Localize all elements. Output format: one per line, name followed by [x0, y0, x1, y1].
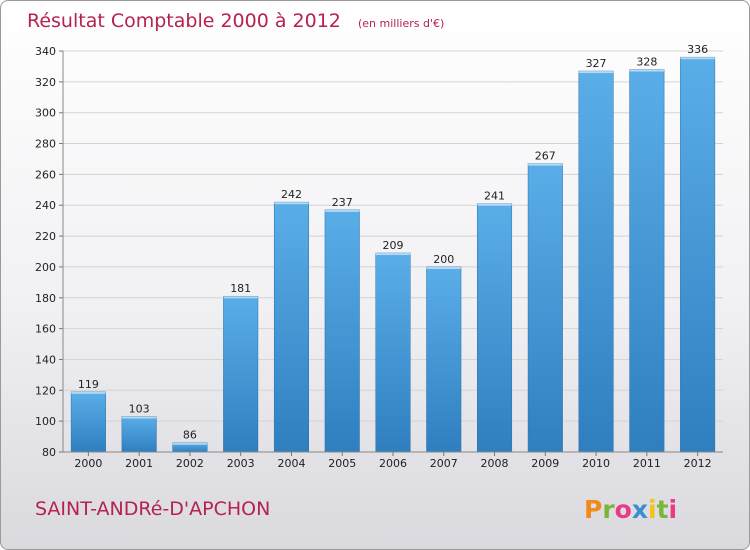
y-tick-label: 200	[35, 261, 56, 274]
bars: 119 103 86 181 242 237 209 200 241 267 327 328 336	[70, 43, 716, 453]
bar-highlight	[375, 253, 411, 256]
data-label: 200	[433, 253, 454, 266]
data-label: 336	[687, 43, 708, 56]
y-tick-label: 140	[35, 353, 56, 366]
bar-highlight	[274, 202, 309, 205]
x-tick-label: 2010	[582, 457, 610, 470]
data-label: 242	[281, 188, 302, 201]
bar-highlight	[528, 163, 563, 166]
commune-name: SAINT-ANDRé-D'APCHON	[35, 498, 270, 520]
logo-letter: x	[632, 495, 648, 524]
bar-highlight	[426, 266, 462, 269]
y-tick-label: 320	[35, 76, 56, 89]
logo-letter: r	[602, 495, 615, 524]
bar	[527, 163, 563, 453]
y-tick-label: 340	[35, 45, 56, 58]
logo-letter: i	[669, 495, 678, 524]
chart-subtitle: (en milliers d'€)	[358, 17, 444, 30]
bar-highlight	[223, 296, 258, 299]
bar	[223, 295, 259, 453]
chart-title: Résultat Comptable 2000 à 2012 (en milli…	[27, 10, 444, 32]
bar	[324, 209, 360, 453]
bar	[375, 252, 411, 453]
y-axis: 80 100 120 140 160 180 200 220 240 260 280 300 320 34…	[35, 45, 64, 459]
x-tick-label: 2008	[481, 457, 509, 470]
y-tick-label: 260	[35, 168, 56, 181]
chart-title-main: Résultat Comptable 2000 à 2012	[27, 10, 341, 32]
data-label: 328	[636, 56, 657, 69]
y-tick-label: 240	[35, 199, 56, 212]
x-tick-label: 2002	[176, 457, 204, 470]
x-tick-label: 2003	[227, 457, 255, 470]
logo-letter: o	[615, 495, 632, 524]
y-tick-label: 300	[35, 107, 56, 120]
bar	[426, 266, 462, 453]
bar-highlight	[680, 57, 715, 60]
bar-highlight	[477, 203, 512, 206]
x-tick-label: 2007	[430, 457, 458, 470]
bar	[578, 70, 614, 453]
data-label: 86	[183, 429, 197, 442]
y-tick-label: 80	[42, 446, 56, 459]
bar-highlight	[578, 71, 614, 74]
bar	[273, 201, 309, 453]
bar-highlight	[172, 442, 208, 445]
data-label: 103	[129, 403, 150, 416]
bar	[121, 416, 157, 453]
x-tick-label: 2000	[74, 457, 102, 470]
bar-highlight	[324, 209, 360, 212]
logo-letter: P	[584, 495, 602, 524]
bar	[680, 56, 716, 453]
x-tick-label: 2001	[125, 457, 153, 470]
logo-text: Proxiti	[584, 495, 677, 524]
x-tick-label: 2005	[328, 457, 356, 470]
proxiti-logo: Proxiti	[584, 495, 677, 524]
bar	[70, 391, 106, 453]
y-tick-label: 220	[35, 230, 56, 243]
bar	[477, 203, 513, 453]
data-label: 241	[484, 190, 505, 203]
x-tick-label: 2012	[684, 457, 712, 470]
y-tick-label: 100	[35, 415, 56, 428]
x-axis: 2000 2001 2002 2003 2004 2005 2006 2007 2008 2009…	[63, 451, 723, 470]
data-label: 327	[586, 57, 607, 70]
x-tick-label: 2004	[277, 457, 305, 470]
x-tick-label: 2009	[531, 457, 559, 470]
y-tick-label: 180	[35, 292, 56, 305]
y-tick-label: 280	[35, 138, 56, 151]
bar	[629, 69, 665, 453]
data-label: 181	[230, 282, 251, 295]
x-tick-label: 2011	[633, 457, 661, 470]
bar-highlight	[121, 416, 157, 419]
logo-letter: i	[648, 495, 657, 524]
y-tick-label: 120	[35, 384, 56, 397]
data-label: 267	[535, 150, 556, 163]
x-tick-label: 2006	[379, 457, 407, 470]
bar-highlight	[629, 69, 665, 72]
data-label: 119	[78, 378, 99, 391]
data-label: 237	[332, 196, 353, 209]
logo-letter: t	[657, 495, 669, 524]
bar-highlight	[71, 391, 106, 394]
data-label: 209	[383, 239, 404, 252]
y-tick-label: 160	[35, 323, 56, 336]
